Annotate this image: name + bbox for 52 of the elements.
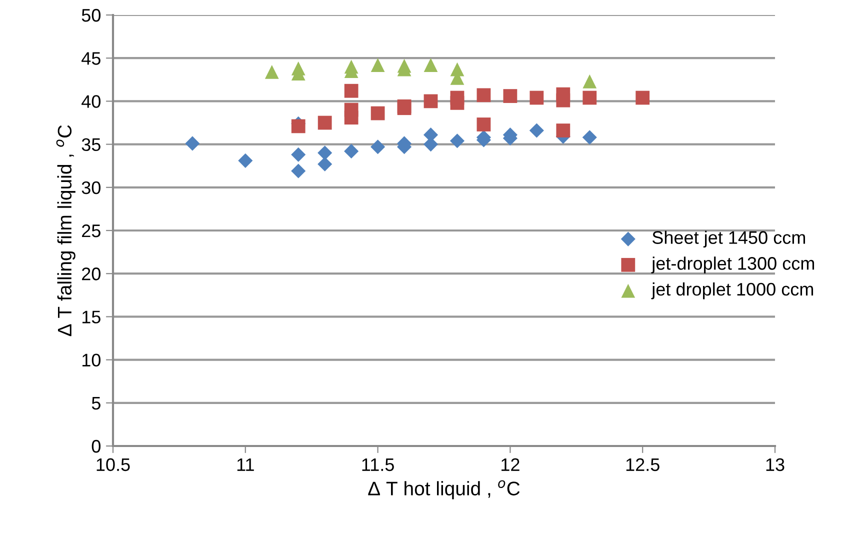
point bbox=[370, 58, 385, 72]
y-tick-label: 10 bbox=[82, 354, 100, 367]
y-tick-label: 45 bbox=[82, 52, 100, 65]
point bbox=[424, 94, 438, 108]
point bbox=[476, 88, 491, 102]
y-tick-label: 30 bbox=[82, 181, 100, 194]
point bbox=[344, 110, 358, 125]
point bbox=[370, 106, 385, 120]
point bbox=[556, 93, 570, 108]
point bbox=[318, 146, 332, 160]
x-tick-label: 11.5 bbox=[362, 458, 394, 472]
point bbox=[291, 119, 306, 134]
point bbox=[582, 130, 597, 145]
y-tick-label: 20 bbox=[82, 268, 100, 280]
point bbox=[556, 124, 570, 138]
point bbox=[318, 156, 332, 172]
point bbox=[529, 123, 544, 138]
point bbox=[185, 136, 200, 151]
point bbox=[476, 118, 491, 132]
x-tick-label: 11 bbox=[237, 458, 254, 471]
x-tick-label: 12.5 bbox=[626, 458, 660, 472]
point bbox=[318, 116, 332, 130]
point bbox=[344, 144, 359, 158]
y-tick-label: 0 bbox=[92, 440, 100, 453]
y-tick-label: 25 bbox=[82, 224, 100, 238]
point bbox=[264, 64, 279, 79]
point bbox=[450, 134, 465, 148]
point bbox=[291, 164, 306, 178]
point bbox=[503, 89, 518, 103]
y-tick-label: 50 bbox=[82, 8, 100, 22]
x-tick-label: 13 bbox=[766, 458, 784, 472]
point bbox=[370, 140, 386, 154]
legend-label: jet-droplet 1300 ccm bbox=[651, 256, 814, 274]
x-axis-title: Δ T hot liquid , $^{o}$C bbox=[368, 480, 520, 500]
point bbox=[238, 153, 253, 168]
legend-label: jet droplet 1000 ccm bbox=[651, 282, 814, 300]
point bbox=[530, 90, 544, 105]
point bbox=[582, 90, 597, 105]
legend-label: Sheet jet 1450 ccm bbox=[652, 230, 806, 248]
y-tick-label: 5 bbox=[92, 397, 100, 410]
point bbox=[450, 96, 464, 110]
y-tick-label: 15 bbox=[82, 310, 100, 324]
y-tick-label: 35 bbox=[82, 138, 100, 152]
point bbox=[344, 84, 358, 98]
point bbox=[636, 90, 650, 105]
y-axis-title: Δ T falling film liquid , $^{o}$C bbox=[56, 125, 76, 336]
point bbox=[582, 74, 597, 88]
x-tick-label: 10.5 bbox=[96, 458, 130, 472]
x-tick-label: 12 bbox=[502, 458, 520, 471]
y-tick-label: 40 bbox=[82, 95, 100, 108]
point bbox=[291, 147, 306, 162]
point bbox=[424, 58, 438, 72]
